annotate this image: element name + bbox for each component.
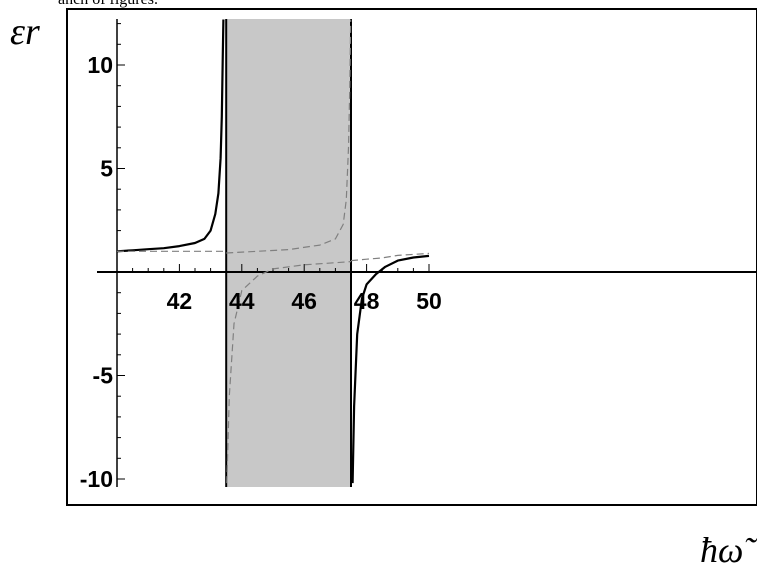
- label-layer: εr ħω̃ 42 44 46 48 50 10 5 -5 -10: [10, 11, 757, 568]
- x-tick-label: 42: [167, 288, 193, 314]
- x-tick-label: 46: [291, 288, 317, 314]
- shaded-band: [226, 19, 351, 487]
- x-tick-label: 48: [354, 288, 380, 314]
- x-tick-label: 50: [416, 288, 442, 314]
- x-tick-label: 44: [229, 288, 255, 314]
- plot-frame: [66, 8, 757, 506]
- y-tick-label: 5: [100, 156, 113, 182]
- top-caption: anch of figures.: [58, 0, 158, 9]
- x-axis-label: ħω̃: [700, 530, 757, 568]
- dashed-curve-segment-2: [226, 261, 352, 484]
- solid-curve-segment-1: [116, 19, 225, 253]
- plot-layer: [97, 19, 757, 487]
- dashed-curve-segment-3: [226, 19, 352, 254]
- y-tick-label: 10: [87, 52, 113, 78]
- dashed-curve-segment-4: [350, 252, 430, 262]
- y-tick-label: -5: [93, 363, 114, 389]
- y-axis-label: εr: [10, 11, 40, 53]
- solid-curve-segment-2: [351, 254, 430, 484]
- y-tick-label: -10: [80, 466, 113, 492]
